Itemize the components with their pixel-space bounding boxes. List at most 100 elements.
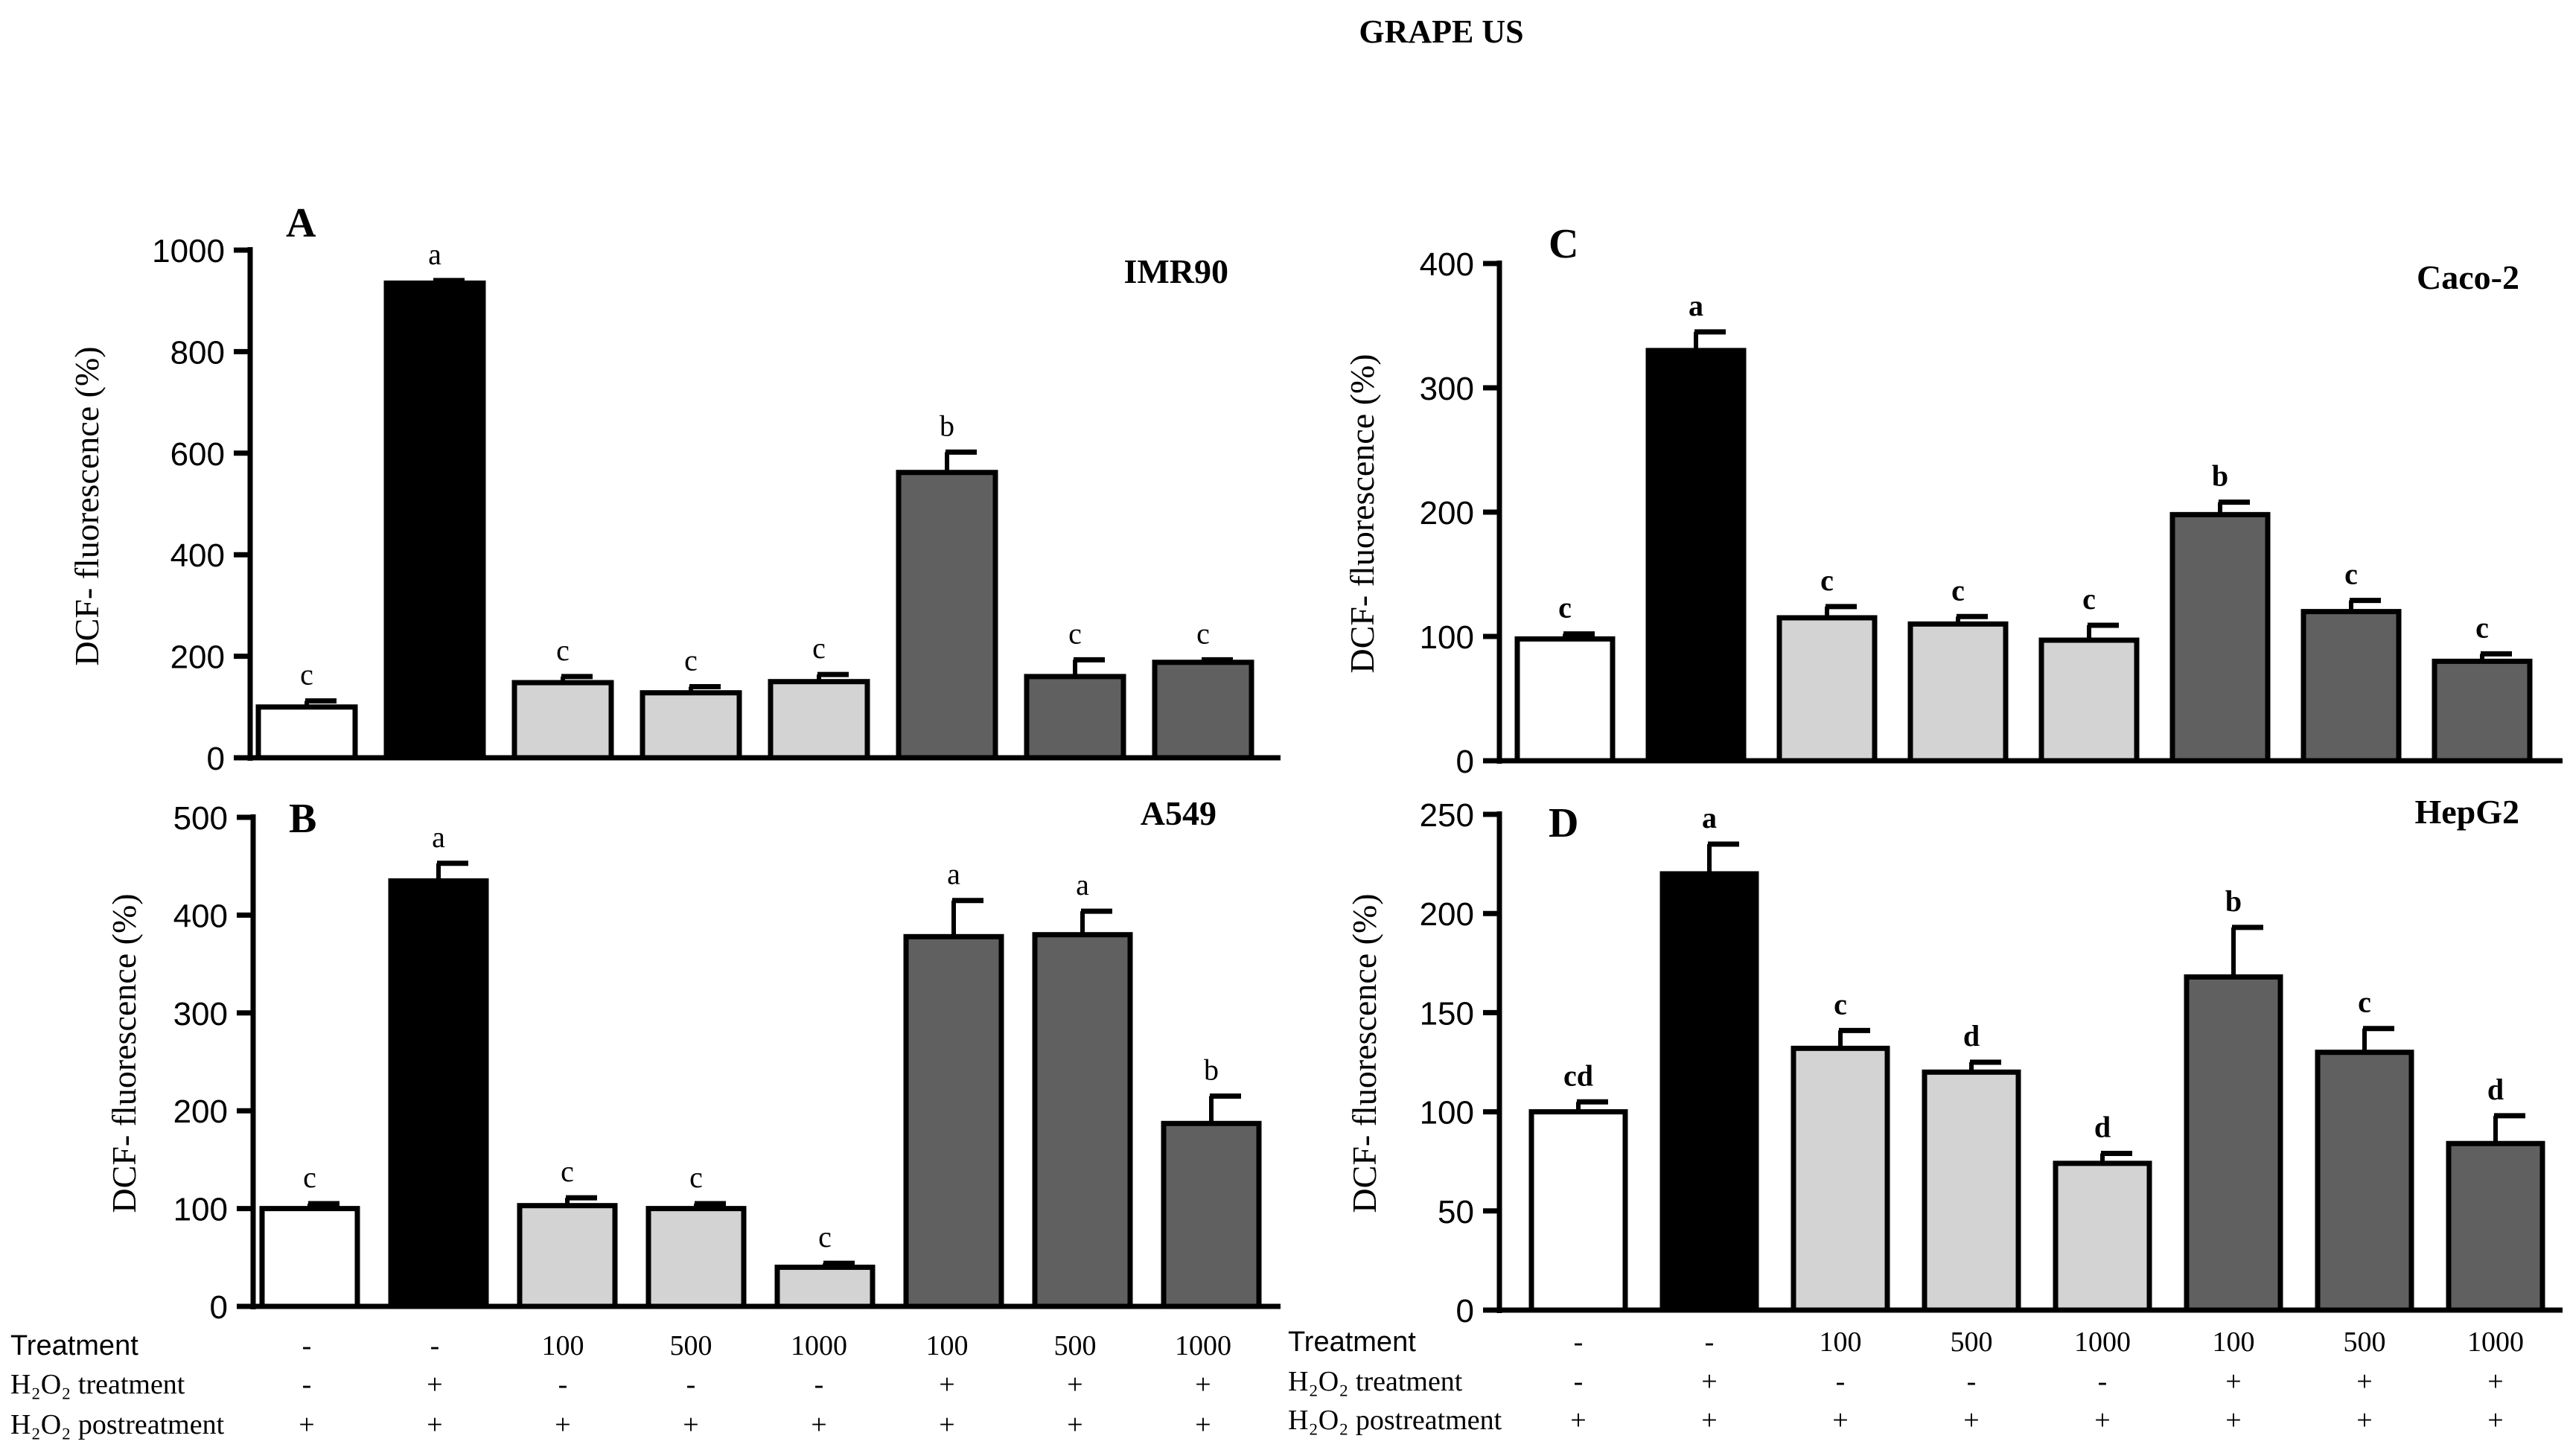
bar (1659, 871, 1759, 1313)
significance-letter: c (818, 1220, 832, 1254)
bar (768, 679, 870, 761)
bar (1152, 660, 1254, 761)
y-tick-label: 250 (1420, 797, 1474, 834)
bar (1528, 1109, 1628, 1313)
condition-cell: - (1967, 1366, 1977, 1397)
y-tick-label: 0 (1456, 744, 1474, 780)
cell-line-label: HepG2 (2414, 793, 2519, 831)
bar (517, 1203, 618, 1309)
bar (1514, 636, 1616, 764)
condition-cell: + (939, 1369, 954, 1400)
bar (1922, 1069, 2021, 1313)
y-tick-label: 0 (207, 741, 225, 777)
y-tick-label: 1000 (152, 233, 225, 269)
significance-letter: cd (1563, 1059, 1593, 1092)
condition-cell: + (1701, 1405, 1717, 1436)
y-tick-label: 100 (173, 1192, 228, 1228)
bar (1032, 932, 1133, 1309)
significance-letter: c (684, 644, 698, 677)
panel-d: DCF- fluorescence (%) D HepG2cdacddbcd050… (1345, 793, 2563, 1329)
y-tick-label: 200 (1420, 495, 1474, 531)
condition-cell: 1000 (791, 1330, 847, 1361)
significance-letter: a (947, 858, 960, 891)
significance-letter: a (1689, 289, 1703, 322)
bar (640, 690, 742, 761)
y-tick-label: 600 (170, 436, 225, 473)
bar (1907, 621, 2009, 764)
significance-letter: c (300, 658, 313, 692)
condition-cell: + (1067, 1409, 1082, 1440)
panel-letter: D (1549, 800, 1578, 846)
conditions-table-left: Treatment H₂O₂ treatment H₂O₂ postreatme… (10, 1330, 1231, 1440)
bar (1791, 1045, 1890, 1313)
bar (1776, 615, 1878, 764)
condition-cell: 500 (670, 1330, 712, 1361)
bar (2184, 974, 2283, 1313)
bar (2169, 511, 2271, 764)
cell-line-label: A549 (1141, 794, 1217, 832)
y-tick-label: 50 (1438, 1194, 1474, 1230)
significance-letter: c (1834, 987, 1847, 1021)
bar (1161, 1120, 1262, 1309)
condition-cell: + (2356, 1366, 2372, 1397)
bar (511, 680, 614, 761)
condition-cell: + (2487, 1405, 2503, 1436)
bar (2446, 1140, 2545, 1313)
bar (1645, 348, 1747, 764)
significance-letter: d (2487, 1073, 2504, 1106)
condition-cell: - (1836, 1366, 1846, 1397)
bar (903, 933, 1004, 1309)
condition-cell: - (1574, 1326, 1584, 1358)
condition-cell: 100 (2213, 1326, 2255, 1358)
significance-letter: c (2358, 986, 2371, 1019)
panel-c: DCF- fluorescence (%) C Caco-2 c a c c c b c c 0 10… (1343, 221, 2563, 780)
significance-letter: a (428, 237, 441, 271)
conditions-cells-left: - - 100 500 1000 100 500 1000 - + - - - + + + + + + + + + + + (299, 1330, 1231, 1440)
row-label-h2o2-postreatment: H₂O₂ postreatment (10, 1409, 225, 1440)
condition-cell: + (1067, 1369, 1082, 1400)
condition-cell: + (1832, 1405, 1848, 1436)
condition-cell: - (2098, 1366, 2108, 1397)
significance-letter: d (2094, 1111, 2111, 1144)
y-tick-label: 200 (170, 639, 225, 676)
condition-cell: + (1195, 1369, 1211, 1400)
condition-cell: 500 (2344, 1326, 2386, 1358)
condition-cell: 1000 (2074, 1326, 2131, 1358)
bar (2315, 1050, 2414, 1313)
y-tick-label: 300 (173, 996, 228, 1032)
condition-cell: 500 (1054, 1330, 1097, 1361)
conditions-table-right: Treatment H₂O₂ treatment H₂O₂ postreatme… (1288, 1326, 2524, 1436)
y-tick-label: 500 (173, 800, 228, 837)
condition-cell: - (430, 1330, 440, 1361)
significance-letter: b (2212, 459, 2228, 493)
condition-cell: 1000 (1175, 1330, 1231, 1361)
condition-cell: 100 (926, 1330, 969, 1361)
significance-letter: c (1558, 591, 1572, 625)
condition-cell: 100 (542, 1330, 584, 1361)
y-tick-label: 300 (1420, 371, 1474, 407)
significance-letter: a (1702, 801, 1717, 834)
condition-cell: + (1195, 1409, 1211, 1440)
condition-cell: - (1705, 1326, 1715, 1358)
condition-cell: - (558, 1369, 568, 1400)
bar (774, 1264, 876, 1309)
significance-letter: b (940, 409, 954, 442)
condition-cell: + (2225, 1366, 2241, 1397)
condition-cell: + (683, 1409, 698, 1440)
significance-letter: c (303, 1160, 316, 1194)
condition-cell: + (2225, 1405, 2241, 1436)
condition-cell: 500 (1951, 1326, 1993, 1358)
y-tick-label: 100 (1420, 1095, 1474, 1131)
cell-line-label: Caco-2 (2417, 258, 2519, 296)
condition-cell: + (2487, 1366, 2503, 1397)
bar (645, 1206, 747, 1309)
condition-cell: + (1570, 1405, 1586, 1436)
condition-cell: + (299, 1409, 314, 1440)
bar (383, 280, 486, 761)
row-label-treatment: Treatment (10, 1330, 138, 1361)
y-tick-label: 0 (1456, 1293, 1474, 1329)
bar (1024, 674, 1126, 761)
condition-cell: + (2356, 1405, 2372, 1436)
row-label-treatment: Treatment (1288, 1326, 1416, 1358)
